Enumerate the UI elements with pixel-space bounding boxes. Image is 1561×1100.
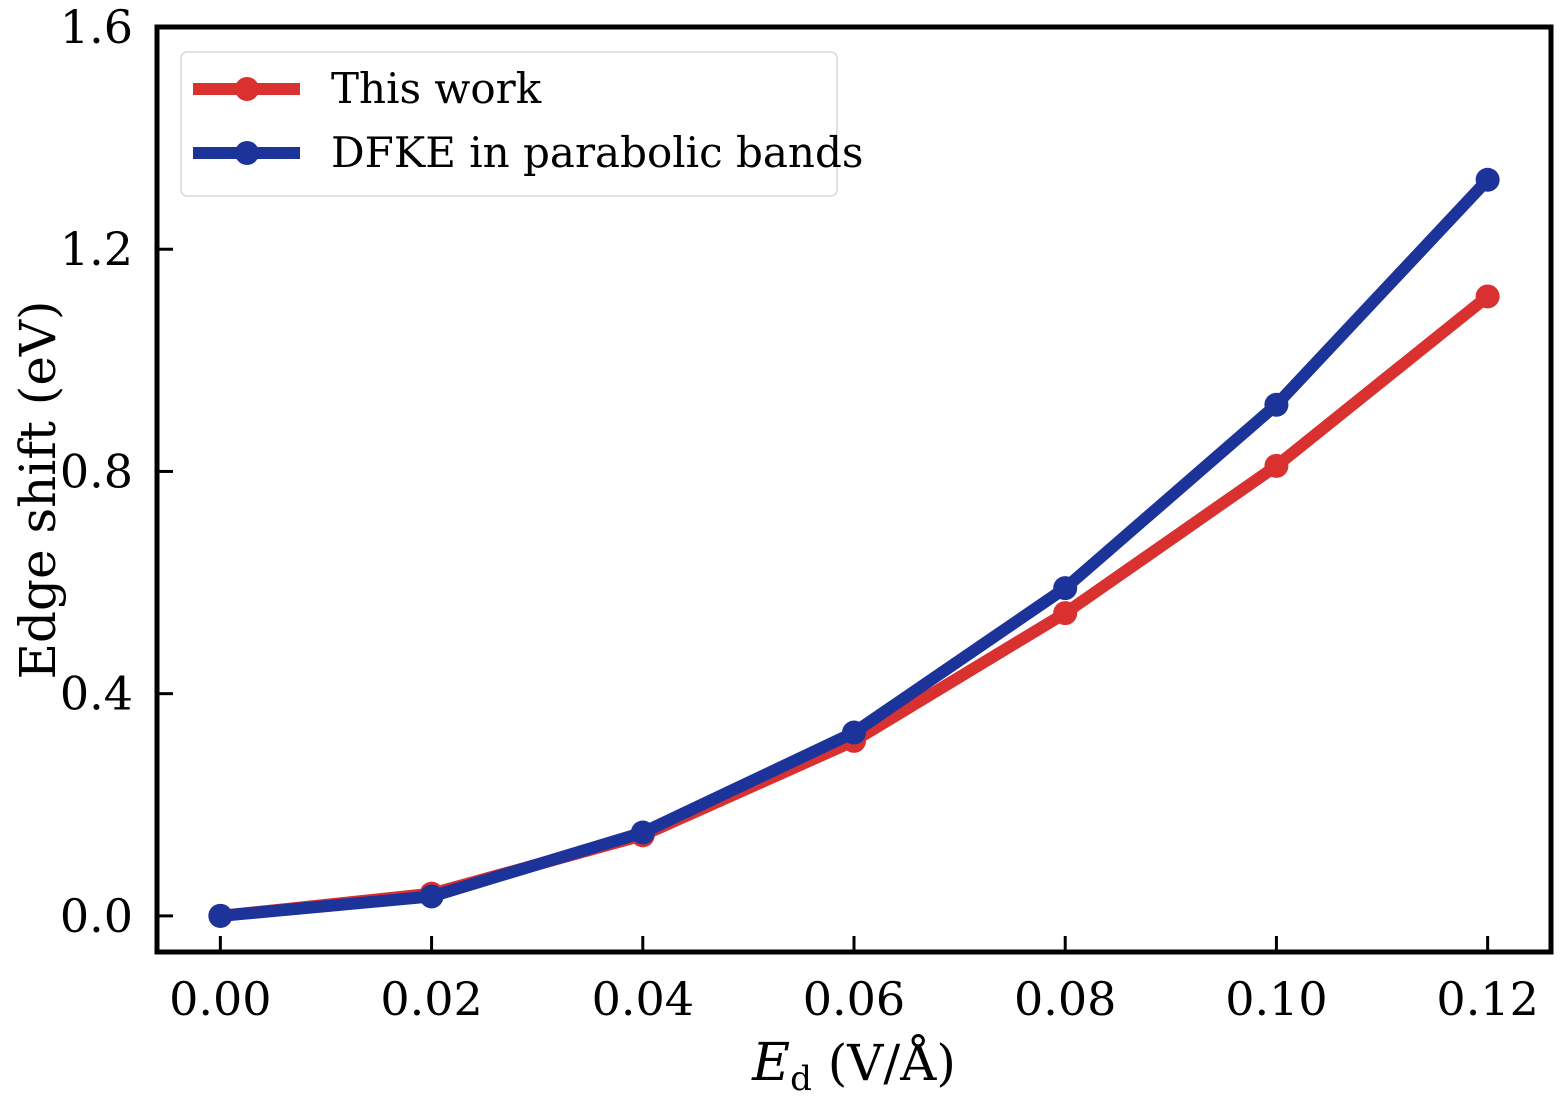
x-axis-title: Ed (V/Å) bbox=[751, 1033, 956, 1099]
legend-swatch-marker bbox=[235, 141, 259, 165]
y-tick-label: 0.8 bbox=[60, 444, 133, 498]
data-point bbox=[1053, 576, 1078, 601]
legend-items: This work DFKE in parabolic bands bbox=[193, 64, 863, 177]
y-tick-label: 0.0 bbox=[60, 889, 133, 943]
legend-label: This work bbox=[331, 64, 542, 113]
x-tick-label: 0.00 bbox=[169, 972, 271, 1026]
x-tick-label: 0.12 bbox=[1436, 972, 1538, 1026]
data-point bbox=[1475, 167, 1500, 192]
legend-swatch-marker bbox=[235, 77, 259, 101]
legend-box bbox=[180, 51, 838, 197]
legend: This work DFKE in parabolic bands bbox=[180, 51, 863, 197]
legend-label: DFKE in parabolic bands bbox=[331, 128, 863, 177]
data-point bbox=[1264, 392, 1289, 417]
data-point bbox=[208, 903, 233, 928]
data-point bbox=[630, 820, 655, 845]
x-tick-label: 0.06 bbox=[803, 972, 905, 1026]
x-axis-subscript: d bbox=[790, 1059, 812, 1099]
x-tick-label: 0.10 bbox=[1225, 972, 1327, 1026]
data-point bbox=[1475, 284, 1500, 309]
y-axis-title: Edge shift (eV) bbox=[9, 300, 67, 679]
legend-item-1: This work bbox=[193, 64, 542, 113]
x-axis-unit: (V/Å) bbox=[812, 1033, 956, 1092]
data-point bbox=[1053, 601, 1078, 626]
legend-item-2: DFKE in parabolic bands bbox=[193, 128, 863, 177]
x-tick-label: 0.08 bbox=[1014, 972, 1116, 1026]
x-axis: 0.00 0.02 0.04 0.06 0.08 0.10 0.12 bbox=[169, 936, 1539, 1026]
x-tick-label: 0.02 bbox=[380, 972, 482, 1026]
y-tick-label: 0.4 bbox=[60, 667, 133, 721]
data-point bbox=[842, 720, 866, 745]
y-axis: 0.0 0.4 0.8 1.2 1.6 bbox=[60, 0, 173, 943]
x-tick-label: 0.04 bbox=[592, 972, 694, 1026]
series-layer bbox=[208, 167, 1500, 928]
data-point bbox=[1264, 453, 1289, 478]
y-tick-label: 1.2 bbox=[60, 222, 133, 276]
x-axis-symbol: E bbox=[751, 1033, 790, 1093]
series-line bbox=[214, 173, 1494, 922]
y-tick-label: 1.6 bbox=[60, 0, 133, 54]
series-2 bbox=[208, 167, 1500, 928]
data-point bbox=[419, 884, 444, 909]
